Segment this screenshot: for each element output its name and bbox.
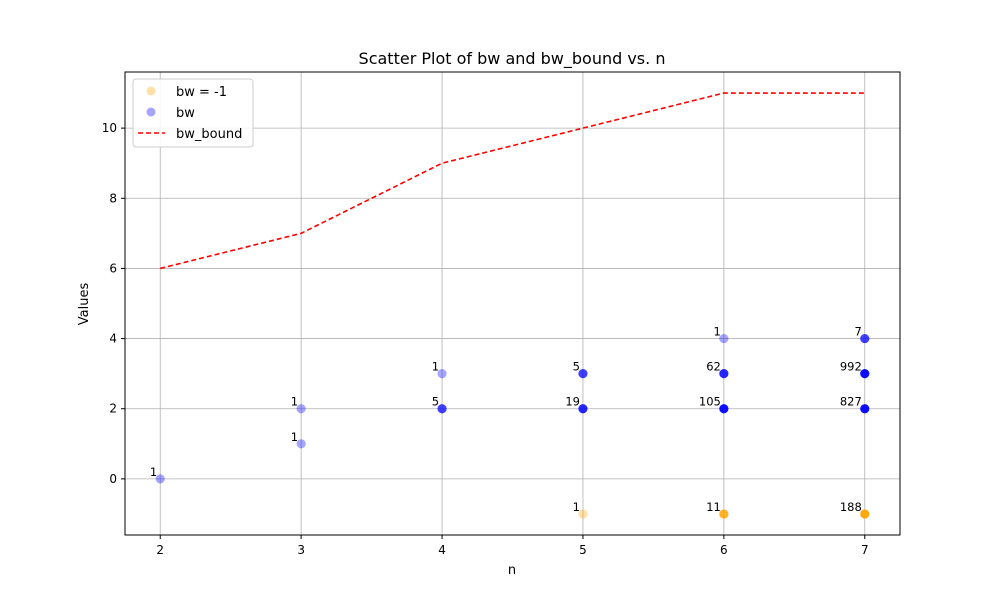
x-tick-label: 5 [579, 543, 587, 557]
count-label: 5 [432, 395, 439, 409]
y-tick-label: 8 [109, 191, 117, 205]
count-label: 1 [573, 500, 580, 514]
count-label: 7 [854, 325, 861, 339]
x-tick-label: 4 [438, 543, 446, 557]
bw-minus-one-point [860, 509, 870, 519]
bw-point [437, 369, 447, 379]
bw-point [578, 369, 588, 379]
x-tick-label: 3 [297, 543, 305, 557]
bw-point [719, 404, 729, 414]
bw-point [296, 439, 306, 449]
x-tick-label: 7 [861, 543, 869, 557]
legend-label-bw-bound: bw_bound [176, 127, 242, 142]
bw-point [860, 369, 870, 379]
count-label: 188 [840, 500, 862, 514]
count-label: 11 [706, 500, 721, 514]
bw-minus-one-point [578, 509, 588, 519]
bw-minus-one-point [719, 509, 729, 519]
count-label: 19 [565, 395, 580, 409]
bw-point [860, 404, 870, 414]
legend: bw = -1 bw bw_bound [132, 78, 254, 148]
count-label: 105 [699, 395, 721, 409]
x-axis-label: n [508, 563, 516, 578]
y-tick-label: 2 [109, 402, 117, 416]
y-tick-label: 6 [109, 261, 117, 275]
count-label: 1 [714, 325, 721, 339]
count-label: 1 [291, 430, 298, 444]
x-tick-label: 6 [720, 543, 728, 557]
chart-title: Scatter Plot of bw and bw_bound vs. n [359, 49, 666, 69]
axis-ticks: 2 3 4 5 6 7 0 2 4 6 8 10 [102, 121, 869, 557]
bw-bound-line-layer [160, 92, 865, 270]
count-label: 1 [150, 465, 157, 479]
y-axis-label: Values [77, 283, 92, 326]
y-tick-label: 4 [109, 332, 117, 346]
bw-point [719, 369, 729, 379]
bw-point [578, 404, 588, 414]
bw-point [296, 404, 306, 414]
bw-point [719, 333, 729, 344]
count-label: 5 [573, 360, 580, 374]
legend-marker-bw [146, 107, 156, 117]
y-tick-label: 0 [109, 472, 117, 486]
grid-lines [125, 72, 900, 535]
bw-point [860, 333, 870, 344]
bw-point [155, 474, 165, 484]
count-label: 1 [291, 395, 298, 409]
points-layer [155, 333, 870, 519]
legend-label-bw-minus-one: bw = -1 [176, 85, 227, 100]
legend-box [132, 78, 254, 148]
count-label: 992 [840, 360, 862, 374]
bw-bound-line [160, 92, 865, 270]
count-label: 1 [432, 360, 439, 374]
bw-point [437, 404, 447, 414]
axes-frame [124, 71, 901, 536]
x-tick-label: 2 [156, 543, 164, 557]
legend-label-bw: bw [176, 106, 195, 121]
legend-marker-bw-minus-one [146, 86, 156, 96]
y-tick-label: 10 [102, 121, 117, 135]
count-label: 827 [840, 395, 862, 409]
count-label: 62 [706, 360, 721, 374]
